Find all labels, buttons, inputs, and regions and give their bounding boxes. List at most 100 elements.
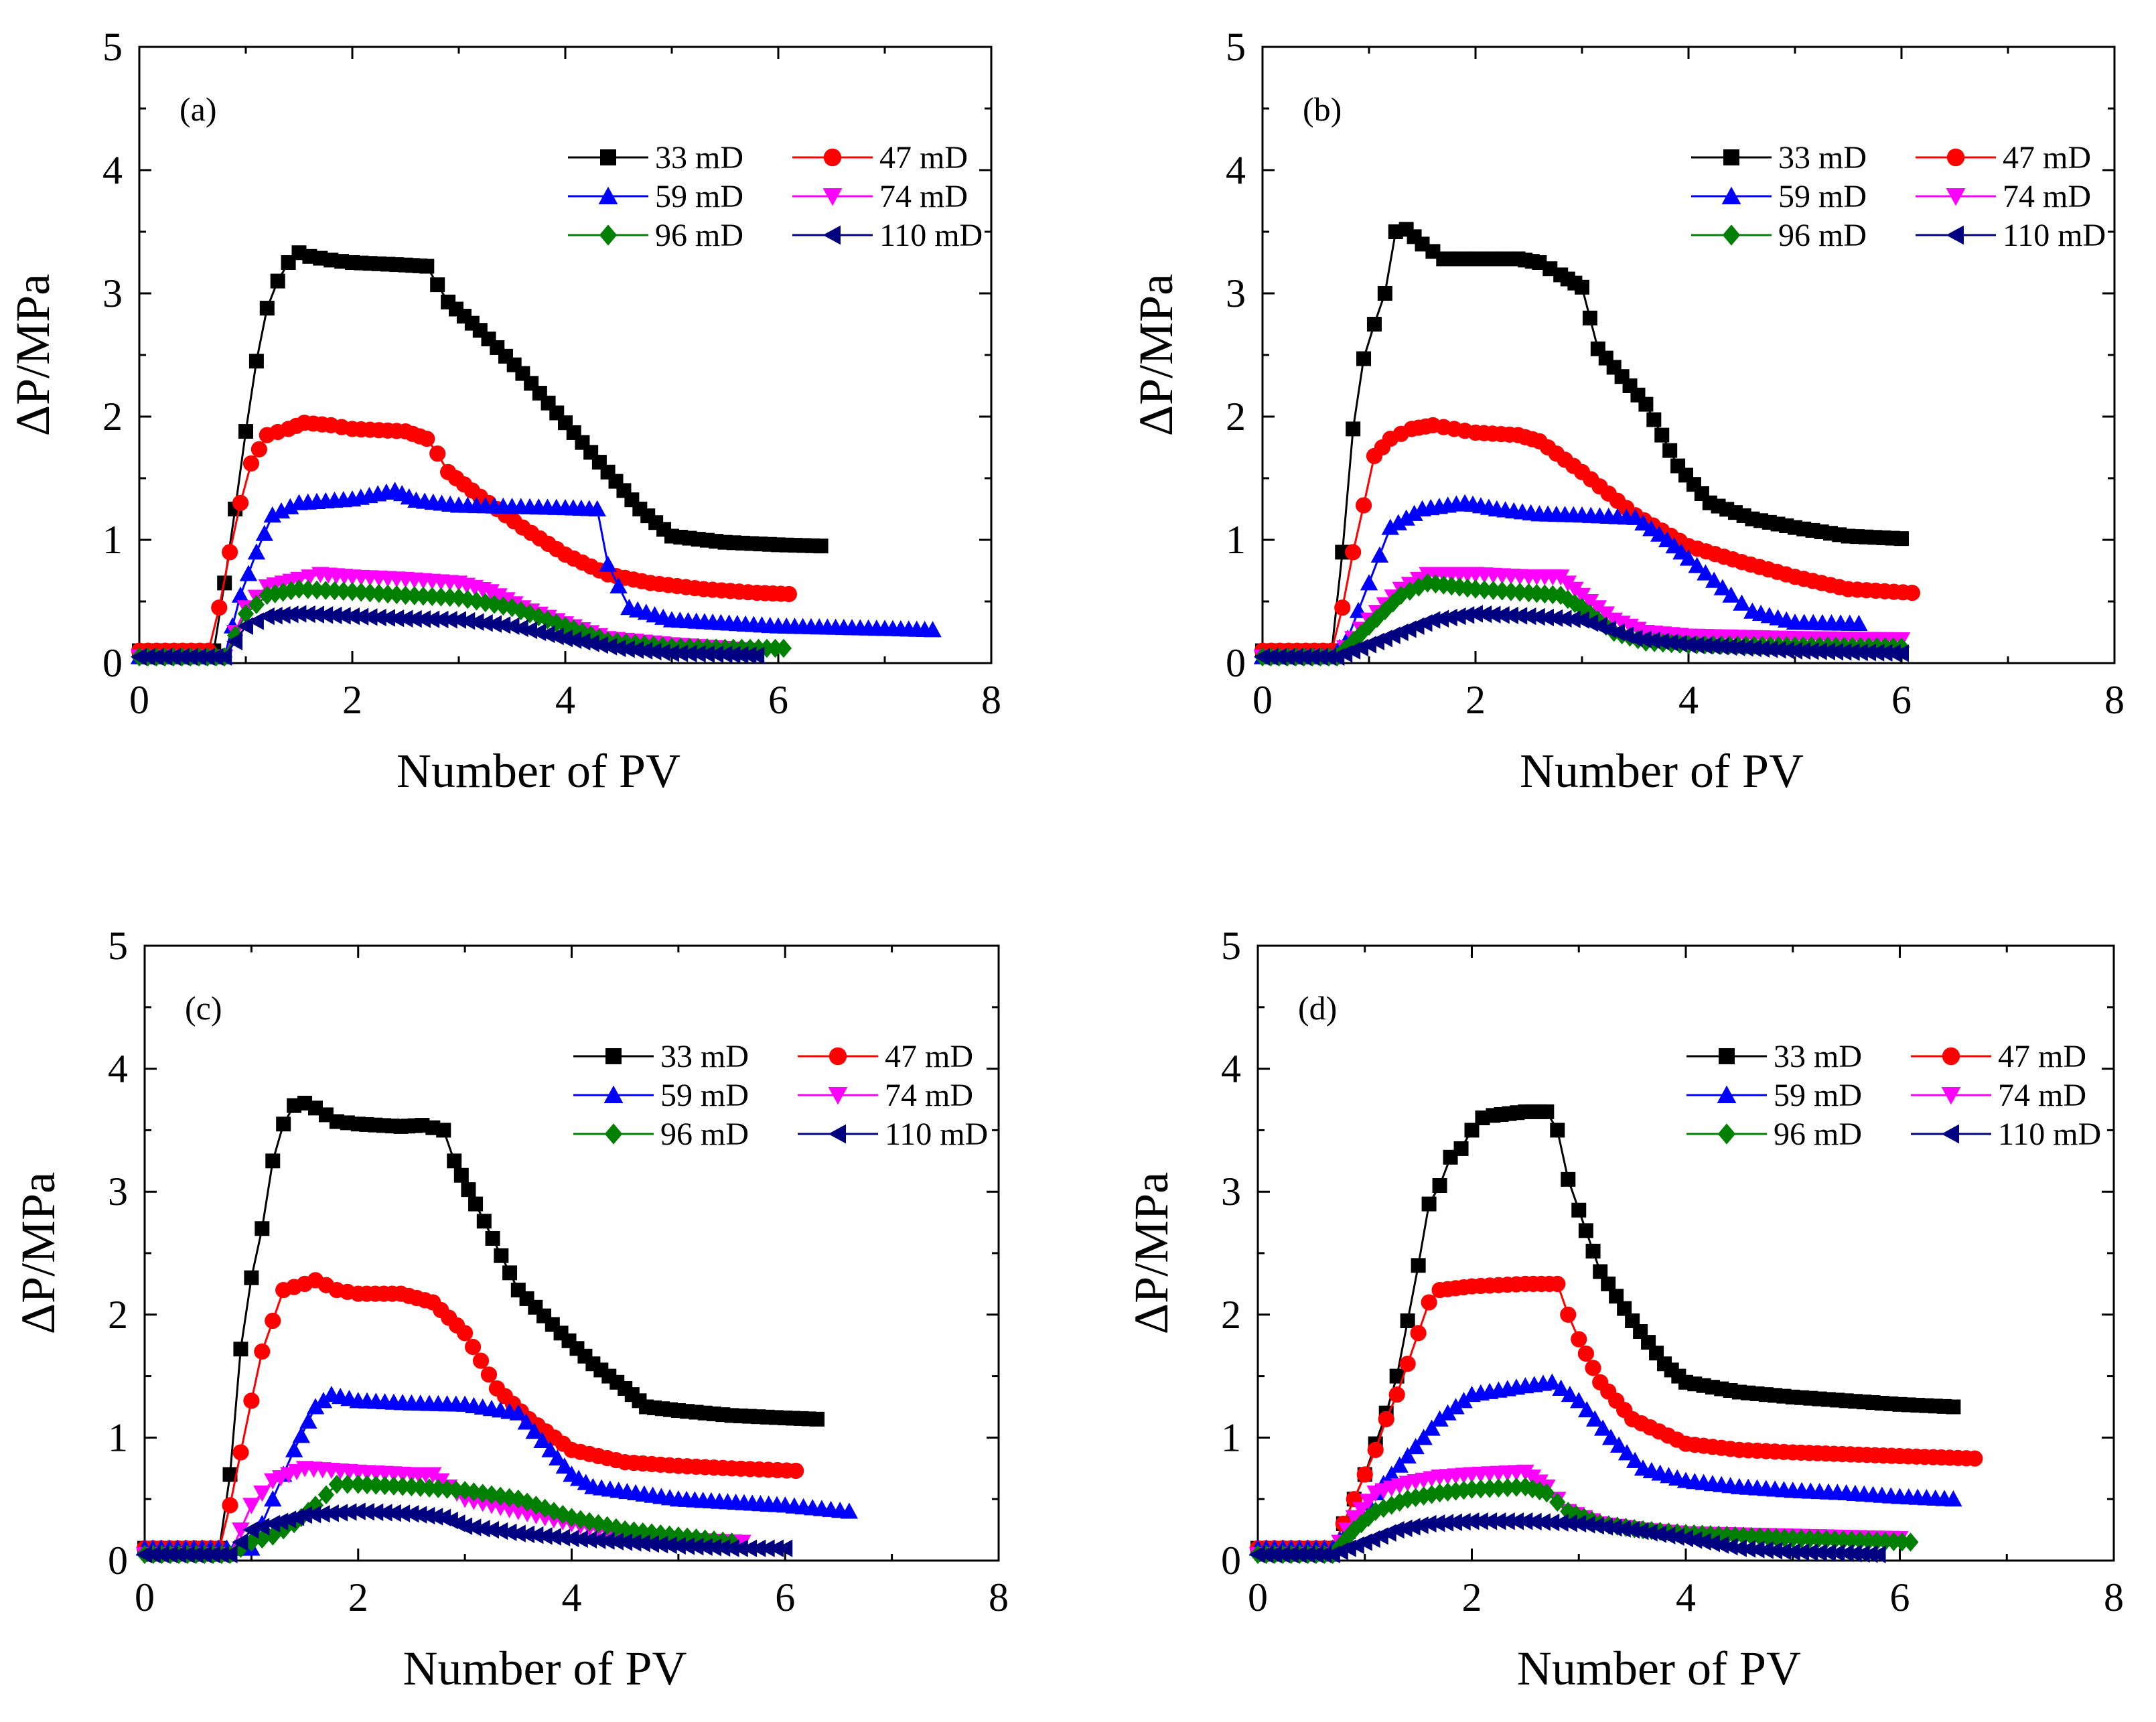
data-point — [527, 1526, 544, 1545]
data-point — [1458, 606, 1475, 624]
data-point — [1552, 1379, 1570, 1396]
data-point — [272, 1512, 289, 1530]
data-point — [717, 638, 733, 658]
chart-panel-c: 0 2 4 6 8 0 1 2 3 4 5 Number of PV ΔP/MPa (c) 33 mD 47 … — [11, 924, 1009, 1695]
data-point — [555, 1504, 571, 1524]
data-point — [242, 455, 260, 472]
data-point — [1359, 1494, 1378, 1510]
data-point — [1381, 518, 1399, 535]
data-point — [259, 301, 275, 316]
data-point — [1400, 1313, 1415, 1328]
data-point — [767, 638, 784, 658]
data-point — [1345, 1510, 1363, 1526]
x-tick-label: 2 — [1465, 678, 1486, 722]
data-point — [1605, 1518, 1622, 1537]
data-point — [1818, 642, 1835, 660]
x-tick-label: 2 — [348, 1575, 368, 1620]
legend-marker — [1722, 224, 1741, 246]
data-point — [1439, 1404, 1457, 1421]
data-point — [707, 645, 724, 664]
data-point — [1860, 1531, 1877, 1551]
data-point — [263, 506, 281, 523]
data-point — [697, 1529, 713, 1549]
y-tick-label: 2 — [1226, 394, 1246, 439]
data-point — [758, 1539, 775, 1557]
data-point — [1447, 1398, 1465, 1415]
data-point — [1745, 639, 1762, 658]
data-point — [1843, 1530, 1860, 1551]
data-point — [1432, 609, 1449, 628]
data-point — [1852, 1530, 1869, 1551]
y-tick-label: 0 — [1221, 1538, 1241, 1583]
data-point — [1609, 1289, 1624, 1304]
y-tick-label: 1 — [1221, 1415, 1241, 1459]
data-point — [424, 587, 441, 606]
legend-label: 74 mD — [2003, 179, 2091, 214]
data-point — [1892, 644, 1909, 662]
data-point — [1894, 531, 1909, 547]
data-point — [242, 1498, 261, 1514]
data-point — [1555, 609, 1572, 628]
legend-label: 110 mD — [885, 1117, 988, 1152]
x-tick-label: 8 — [2104, 678, 2125, 722]
x-tick-label: 0 — [135, 1575, 155, 1620]
data-point — [1802, 1543, 1818, 1561]
data-point — [1377, 286, 1392, 301]
data-point — [1543, 1513, 1560, 1532]
data-point — [1818, 1530, 1835, 1549]
legend-label: 47 mD — [879, 140, 968, 175]
data-point — [1618, 1444, 1636, 1461]
data-point — [281, 498, 299, 514]
data-point — [530, 607, 547, 627]
data-point — [405, 609, 422, 628]
data-point — [1421, 1196, 1437, 1212]
data-point — [222, 1497, 238, 1514]
data-point — [1423, 1419, 1441, 1436]
legend-label: 110 mD — [1998, 1117, 2101, 1152]
data-point — [554, 1528, 571, 1547]
data-point — [447, 1153, 462, 1169]
data-point — [547, 627, 564, 646]
legend-marker — [1946, 188, 1966, 206]
data-point — [645, 636, 662, 655]
legend-label: 96 mD — [1774, 1117, 1862, 1152]
data-point — [708, 638, 725, 658]
data-point — [775, 638, 792, 658]
data-point — [306, 1398, 325, 1415]
data-point — [1389, 514, 1407, 530]
data-point — [147, 648, 164, 666]
plot-frame — [138, 46, 993, 664]
data-point — [1826, 642, 1844, 661]
data-point — [1499, 1478, 1516, 1498]
series-110-mD — [1253, 605, 1909, 666]
data-point — [1737, 639, 1753, 657]
data-point — [1449, 607, 1466, 626]
data-point — [1265, 1545, 1282, 1564]
data-point — [1586, 1410, 1604, 1427]
data-point — [1623, 1520, 1640, 1539]
data-point — [483, 1485, 500, 1505]
y-tick-label: 1 — [108, 1415, 128, 1459]
data-point — [1739, 1540, 1756, 1558]
data-point — [326, 606, 342, 625]
data-point — [385, 1476, 402, 1496]
data-point — [424, 1467, 442, 1484]
data-point — [313, 1505, 330, 1523]
series-47-mD — [131, 415, 797, 659]
legend-label: 59 mD — [660, 1078, 749, 1113]
data-point — [290, 605, 307, 623]
x-tick-label: 8 — [981, 678, 1001, 722]
legend-marker — [829, 1047, 847, 1066]
data-point — [652, 1524, 669, 1544]
data-point — [480, 1366, 498, 1383]
data-point — [397, 585, 414, 605]
data-point — [221, 1545, 238, 1564]
data-point — [1589, 600, 1607, 617]
data-point — [1356, 1466, 1373, 1483]
data-point — [265, 1526, 281, 1546]
data-point — [731, 1539, 748, 1557]
data-point — [1299, 1545, 1315, 1564]
data-point — [494, 616, 511, 634]
legend-label: 110 mD — [2003, 218, 2106, 253]
data-point — [255, 1221, 270, 1236]
